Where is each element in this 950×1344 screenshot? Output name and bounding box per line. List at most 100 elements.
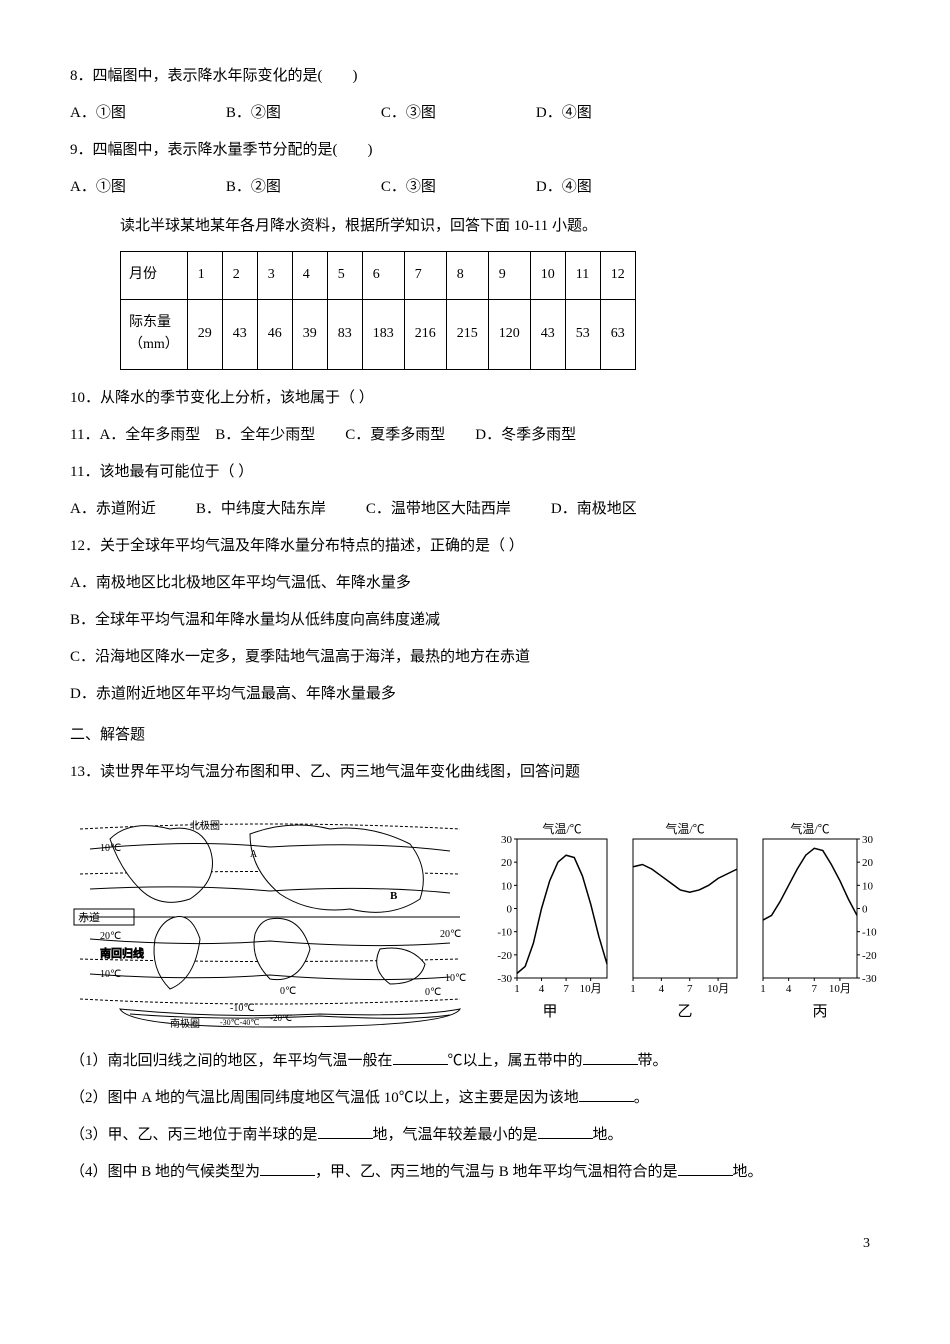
temp-charts: 气温/℃3020100-10-20-3014710月 甲 气温/℃14710月 … bbox=[485, 821, 885, 1029]
svg-text:0℃: 0℃ bbox=[425, 987, 441, 998]
text: （4）图中 B 地的气候类型为 bbox=[70, 1164, 260, 1180]
table-cell: 120 bbox=[488, 299, 530, 369]
question-12: 12．关于全球年平均气温及年降水量分布特点的描述，正确的是（ ） bbox=[70, 530, 880, 563]
q9-opt-d[interactable]: D．④图 bbox=[536, 171, 592, 204]
svg-text:20℃: 20℃ bbox=[100, 931, 121, 942]
table-cell: 46 bbox=[257, 299, 292, 369]
svg-text:30: 30 bbox=[862, 834, 874, 846]
q13-part1: （1）南北回归线之间的地区，年平均气温一般在 ℃以上，属五带中的 带。 bbox=[70, 1045, 880, 1078]
svg-text:1: 1 bbox=[760, 983, 766, 995]
svg-text:-30℃-40℃: -30℃-40℃ bbox=[220, 1018, 259, 1027]
blank-input[interactable] bbox=[678, 1161, 733, 1176]
svg-text:1: 1 bbox=[630, 983, 636, 995]
table-cell: 39 bbox=[292, 299, 327, 369]
q12-opt-b[interactable]: B．全球年平均气温和年降水量均从低纬度向高纬度递减 bbox=[70, 604, 880, 637]
q11-opt-b[interactable]: B．中纬度大陆东岸 bbox=[196, 493, 326, 526]
svg-text:10℃: 10℃ bbox=[100, 843, 121, 854]
question-9: 9．四幅图中，表示降水量季节分配的是( ) bbox=[70, 134, 880, 167]
table-cell: 10 bbox=[530, 252, 565, 300]
text: （1）南北回归线之间的地区，年平均气温一般在 bbox=[70, 1053, 393, 1069]
svg-text:B: B bbox=[390, 890, 398, 902]
svg-text:0℃: 0℃ bbox=[280, 986, 296, 997]
question-11: 11．该地最有可能位于（ ） bbox=[70, 456, 880, 489]
table-cell: 83 bbox=[327, 299, 362, 369]
text: 地。 bbox=[593, 1127, 623, 1143]
table-cell: 216 bbox=[404, 299, 446, 369]
table-cell: 3 bbox=[257, 252, 292, 300]
q13-part2: （2）图中 A 地的气温比周围同纬度地区气温低 10℃以上，这主要是因为该地。 bbox=[70, 1082, 880, 1115]
q8-opt-a[interactable]: A．①图 bbox=[70, 97, 126, 130]
q8-opt-b[interactable]: B．②图 bbox=[226, 97, 281, 130]
text: 带。 bbox=[638, 1053, 668, 1069]
svg-text:7: 7 bbox=[687, 983, 693, 995]
q9-opt-a[interactable]: A．①图 bbox=[70, 171, 126, 204]
svg-text:-20℃: -20℃ bbox=[270, 1013, 292, 1023]
svg-text:10℃: 10℃ bbox=[445, 973, 466, 984]
svg-text:7: 7 bbox=[563, 983, 569, 995]
svg-text:0: 0 bbox=[862, 903, 868, 915]
page-number: 3 bbox=[70, 1229, 880, 1260]
svg-text:-20: -20 bbox=[497, 949, 512, 961]
svg-text:10℃: 10℃ bbox=[100, 969, 121, 980]
section-2-header: 二、解答题 bbox=[70, 719, 880, 752]
table-cell: 183 bbox=[362, 299, 404, 369]
blank-input[interactable] bbox=[260, 1161, 315, 1176]
q11-opt-c[interactable]: C．温带地区大陆西岸 bbox=[366, 493, 511, 526]
blank-input[interactable] bbox=[579, 1087, 634, 1102]
svg-text:10: 10 bbox=[862, 880, 874, 892]
svg-text:A: A bbox=[250, 849, 258, 860]
svg-text:10: 10 bbox=[501, 880, 513, 892]
table-cell: 43 bbox=[222, 299, 257, 369]
svg-text:-10: -10 bbox=[497, 926, 512, 938]
svg-text:-30: -30 bbox=[497, 973, 512, 985]
svg-text:4: 4 bbox=[659, 983, 665, 995]
table-cell: 1 bbox=[187, 252, 222, 300]
q12-opt-d[interactable]: D．赤道附近地区年平均气温最高、年降水量最多 bbox=[70, 678, 880, 711]
chart-yi: 气温/℃14710月 bbox=[625, 821, 745, 996]
svg-text:气温/℃: 气温/℃ bbox=[790, 821, 829, 836]
svg-text:北极圈: 北极圈 bbox=[190, 819, 220, 832]
q9-opt-c[interactable]: C．③图 bbox=[381, 171, 436, 204]
q11-opt-d[interactable]: D．南极地区 bbox=[551, 493, 637, 526]
blank-input[interactable] bbox=[583, 1050, 638, 1065]
q11-opt-a[interactable]: A．赤道附近 bbox=[70, 493, 156, 526]
text: 地。 bbox=[733, 1164, 763, 1180]
figure-13: 赤道 北回归线 南回归线 北极圈 10℃ A bbox=[70, 799, 880, 1029]
table-cell: 5 bbox=[327, 252, 362, 300]
blank-input[interactable] bbox=[393, 1050, 448, 1065]
svg-text:20: 20 bbox=[501, 857, 513, 869]
world-temp-map: 赤道 北回归线 南回归线 北极圈 10℃ A bbox=[70, 799, 470, 1029]
row-header-precip: 际东量 （mm） bbox=[121, 299, 188, 369]
question-8: 8．四幅图中，表示降水年际变化的是( ) bbox=[70, 60, 880, 93]
label-line1: 际东量 bbox=[129, 315, 171, 330]
q9-opt-b[interactable]: B．②图 bbox=[226, 171, 281, 204]
svg-text:南回归线: 南回归线 bbox=[100, 946, 144, 960]
table-cell: 2 bbox=[222, 252, 257, 300]
question-10: 10．从降水的季节变化上分析，该地属于（ ） bbox=[70, 382, 880, 415]
table-cell: 215 bbox=[446, 299, 488, 369]
text: ℃以上，属五带中的 bbox=[448, 1053, 583, 1069]
blank-input[interactable] bbox=[538, 1124, 593, 1139]
svg-text:30: 30 bbox=[501, 834, 513, 846]
q8-opt-d[interactable]: D．④图 bbox=[536, 97, 592, 130]
table-cell: 9 bbox=[488, 252, 530, 300]
q8-opt-c[interactable]: C．③图 bbox=[381, 97, 436, 130]
svg-text:10月: 10月 bbox=[580, 983, 602, 995]
svg-text:南极圈: 南极圈 bbox=[170, 1017, 200, 1029]
svg-text:7: 7 bbox=[812, 983, 818, 995]
table-cell: 7 bbox=[404, 252, 446, 300]
svg-text:气温/℃: 气温/℃ bbox=[542, 821, 581, 836]
q8-options: A．①图 B．②图 C．③图 D．④图 bbox=[70, 97, 880, 130]
q9-options: A．①图 B．②图 C．③图 D．④图 bbox=[70, 171, 880, 204]
table-cell: 6 bbox=[362, 252, 404, 300]
blank-input[interactable] bbox=[318, 1124, 373, 1139]
table-cell: 53 bbox=[565, 299, 600, 369]
q12-opt-c[interactable]: C．沿海地区降水一定多，夏季陆地气温高于海洋，最热的地方在赤道 bbox=[70, 641, 880, 674]
precipitation-table: 月份 1 2 3 4 5 6 7 8 9 10 11 12 际东量 （mm） 2… bbox=[120, 251, 636, 370]
q13-part3: （3）甲、乙、丙三地位于南半球的是地，气温年较差最小的是地。 bbox=[70, 1119, 880, 1152]
chart-label-jia: 甲 bbox=[542, 996, 557, 1029]
q13-part4: （4）图中 B 地的气候类型为，甲、乙、丙三地的气温与 B 地年平均气温相符合的… bbox=[70, 1156, 880, 1189]
q12-opt-a[interactable]: A．南极地区比北极地区年平均气温低、年降水量多 bbox=[70, 567, 880, 600]
svg-text:0: 0 bbox=[507, 903, 513, 915]
table-cell: 29 bbox=[187, 299, 222, 369]
